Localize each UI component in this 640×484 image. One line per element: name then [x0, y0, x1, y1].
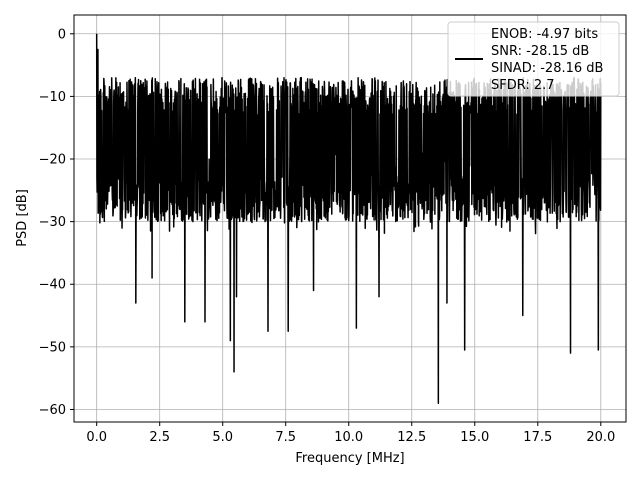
x-tick-label: 20.0	[586, 430, 615, 445]
y-tick-label: −30	[39, 215, 66, 230]
x-axis-label: Frequency [MHz]	[295, 451, 404, 466]
legend-box	[447, 21, 620, 97]
legend: ENOB: -4.97 bits SNR: -28.15 dB SINAD: -…	[447, 21, 620, 97]
x-tick-label: 2.5	[149, 430, 170, 445]
legend-line-sfdr: SFDR: 2.7	[491, 78, 555, 93]
legend-line-enob: ENOB: -4.97 bits	[491, 27, 598, 42]
y-tick-label: −20	[39, 153, 66, 168]
psd-line	[95, 33, 602, 404]
y-tick-label: 0	[58, 27, 66, 42]
legend-line-sinad: SINAD: -28.16 dB	[491, 61, 603, 76]
x-tick-label: 5.0	[212, 430, 233, 445]
x-tick-label: 0.0	[86, 430, 107, 445]
psd-series	[95, 33, 602, 404]
legend-line-snr: SNR: -28.15 dB	[491, 44, 589, 59]
x-tick-label: 15.0	[460, 430, 489, 445]
y-tick-label: −50	[39, 340, 66, 355]
x-tick-label: 12.5	[397, 430, 426, 445]
y-tick-label: −10	[39, 90, 66, 105]
plot-frame	[73, 14, 627, 423]
y-tick-label: −40	[39, 278, 66, 293]
y-tick-label: −60	[39, 403, 66, 418]
x-tick-label: 7.5	[275, 430, 296, 445]
axis-ticks: 0.0 2.5 5.0 7.5 10.0 12.5 15.0 17.5 20.0 0 −10 −20 −…	[39, 27, 616, 445]
y-axis-label: PSD [dB]	[15, 189, 30, 247]
x-tick-label: 10.0	[334, 430, 363, 445]
x-tick-label: 17.5	[523, 430, 552, 445]
